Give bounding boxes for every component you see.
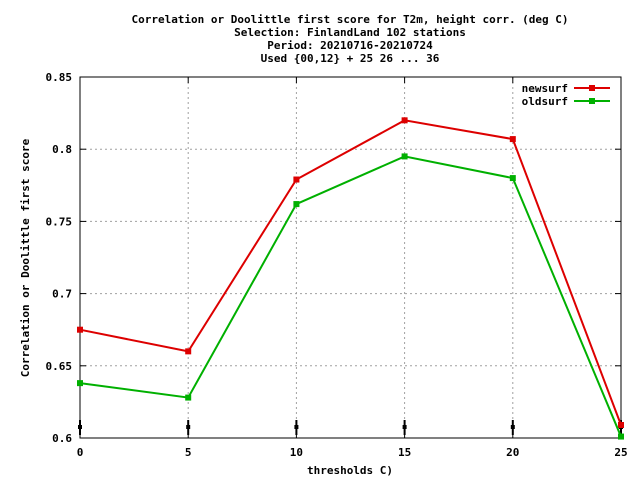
y-tick-label: 0.85 [46,71,73,84]
y-tick-label: 0.75 [46,215,73,228]
data-point-newsurf [77,326,83,333]
x-baseline-marker-dot [186,425,191,429]
x-baseline-marker-dot [402,425,407,429]
legend-label-oldsurf: oldsurf [522,95,568,108]
data-point-oldsurf [293,201,300,208]
data-point-newsurf [293,176,300,183]
series-line-newsurf [79,119,622,426]
title-line-4: Used {00,12} + 25 26 ... 36 [261,52,440,65]
x-tick-label: 15 [398,446,411,459]
data-point-oldsurf [185,394,192,401]
legend-label-newsurf: newsurf [522,82,568,95]
x-tick-label: 5 [185,446,192,459]
title-line-3: Period: 20210716-20210724 [267,39,433,52]
data-point-oldsurf [618,433,624,440]
x-baseline-marker-dot [510,425,515,429]
y-tick-label: 0.8 [52,143,72,156]
x-tick-label: 0 [77,446,84,459]
y-axis-label: Correlation or Doolittle first score [19,138,32,377]
grid [80,77,621,438]
legend-marker-newsurf [589,85,595,91]
legend-marker-oldsurf [589,98,595,104]
data-point-oldsurf [77,380,83,387]
plot-frame [79,76,622,439]
data-point-oldsurf [509,175,516,182]
chart-title: Correlation or Doolittle first score for… [131,13,568,65]
y-tick-label: 0.7 [52,288,72,301]
data-point-newsurf [509,136,516,143]
data-point-newsurf [185,348,192,355]
x-tick-label: 20 [506,446,519,459]
data-point-oldsurf [401,153,408,160]
title-line-1: Correlation or Doolittle first score for… [131,13,568,26]
series-line-oldsurf [79,155,622,437]
x-baseline-marker-dot [294,425,299,429]
data-point-newsurf [618,422,624,429]
data-point-newsurf [401,117,408,124]
y-tick-label: 0.65 [46,360,73,373]
x-axis-label: thresholds C) [307,464,393,477]
title-line-2: Selection: FinlandLand 102 stations [234,26,466,39]
x-baseline-marker-dot [78,425,82,429]
y-tick-label: 0.6 [52,432,72,445]
series-group [77,117,624,440]
x-tick-label: 25 [614,446,627,459]
axes: 0.6 0.65 0.7 0.75 0.8 0.85 0 5 10 15 20 25 [46,71,628,459]
x-tick-label: 10 [290,446,303,459]
